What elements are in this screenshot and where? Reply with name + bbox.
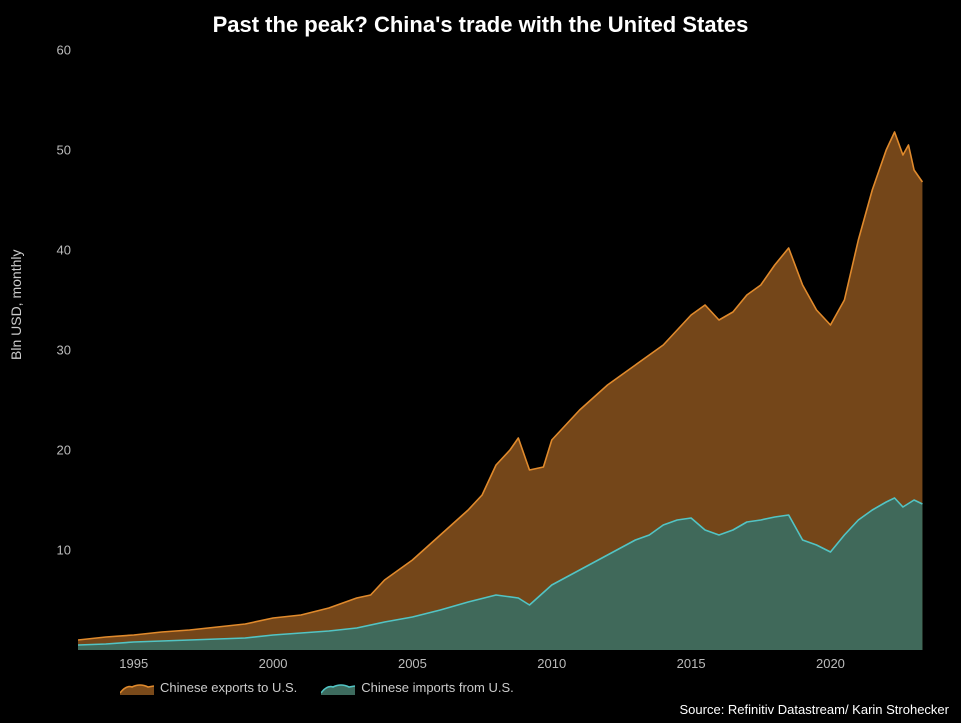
legend-label-exports: Chinese exports to U.S. — [160, 680, 297, 695]
legend-label-imports: Chinese imports from U.S. — [361, 680, 513, 695]
x-tick-label: 2010 — [537, 656, 566, 671]
x-tick-label: 2015 — [677, 656, 706, 671]
y-tick-label: 40 — [31, 243, 71, 258]
legend: Chinese exports to U.S. Chinese imports … — [120, 680, 514, 695]
x-tick-label: 2020 — [816, 656, 845, 671]
legend-swatch-imports — [321, 681, 355, 695]
source-label: Source: Refinitiv Datastream/ Karin Stro… — [680, 702, 950, 717]
x-tick-label: 2005 — [398, 656, 427, 671]
plot-area — [78, 50, 928, 650]
y-tick-label: 60 — [31, 43, 71, 58]
chart-title: Past the peak? China's trade with the Un… — [0, 12, 961, 38]
y-tick-label: 30 — [31, 343, 71, 358]
legend-swatch-exports — [120, 681, 154, 695]
legend-item-exports: Chinese exports to U.S. — [120, 680, 297, 695]
y-tick-label: 10 — [31, 543, 71, 558]
y-tick-label: 20 — [31, 443, 71, 458]
y-tick-label: 50 — [31, 143, 71, 158]
plot-svg — [78, 50, 928, 650]
y-axis-label: Bln USD, monthly — [8, 250, 24, 360]
legend-item-imports: Chinese imports from U.S. — [321, 680, 513, 695]
x-tick-label: 1995 — [119, 656, 148, 671]
chart-container: Past the peak? China's trade with the Un… — [0, 0, 961, 723]
x-tick-label: 2000 — [259, 656, 288, 671]
